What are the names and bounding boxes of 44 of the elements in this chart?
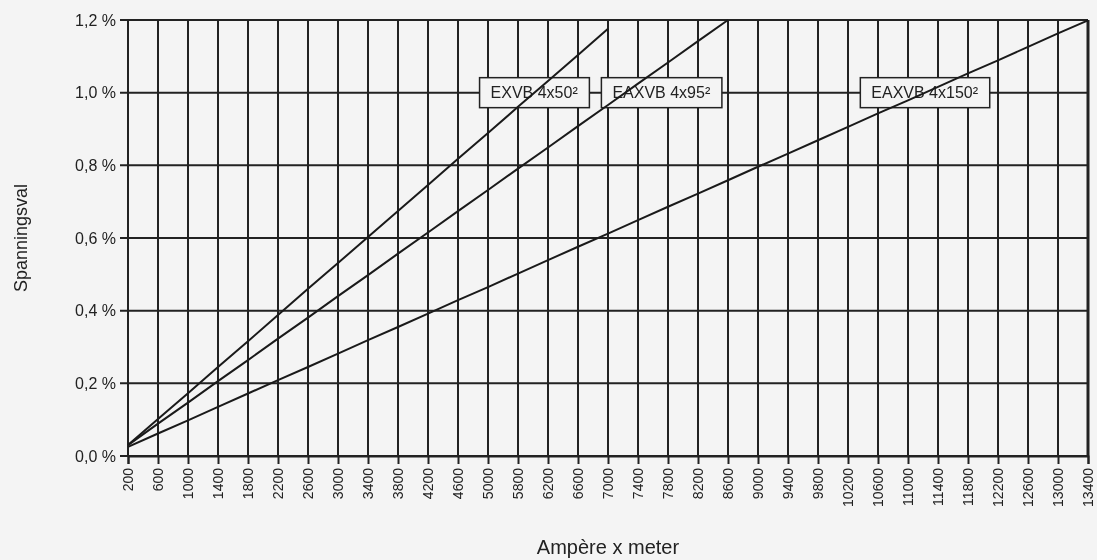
- x-tick-label: 6200: [539, 467, 556, 500]
- series-label: EXVB 4x50²: [490, 84, 579, 102]
- x-tick-label: 3800: [389, 467, 406, 500]
- y-tick-label: 0,4 %: [75, 302, 116, 320]
- x-tick-label: 7000: [599, 467, 616, 500]
- y-axis-title: Spanningsval: [11, 183, 31, 293]
- x-tick-label: 12200: [989, 467, 1006, 507]
- x-tick-label: 5000: [479, 467, 496, 500]
- y-tick-label: 0,6 %: [75, 229, 116, 247]
- x-tick-label: 7800: [659, 467, 676, 500]
- x-tick-label: 12600: [1019, 467, 1036, 507]
- x-tick-label: 11000: [899, 467, 916, 506]
- x-tick-label: 8200: [689, 467, 706, 500]
- x-tick-label: 7400: [629, 467, 646, 500]
- x-axis-title: Ampère x meter: [536, 536, 680, 558]
- x-tick-label: 2600: [299, 467, 316, 500]
- x-tick-label: 1000: [179, 467, 196, 500]
- x-tick-label: 11800: [959, 467, 976, 506]
- x-tick-label: 4200: [419, 467, 436, 500]
- x-tick-label: 1400: [209, 467, 226, 500]
- series-label: EAXVB 4x150²: [871, 84, 979, 102]
- x-tick-label: 3000: [329, 467, 346, 500]
- x-tick-label: 9000: [749, 467, 766, 500]
- x-tick-label: 200: [119, 467, 136, 492]
- y-tick-label: 0,2 %: [75, 374, 116, 392]
- x-tick-label: 11400: [929, 467, 946, 506]
- x-tick-label: 1800: [239, 467, 256, 500]
- x-tick-label: 10200: [839, 467, 856, 507]
- y-tick-label: 0,8 %: [75, 156, 116, 174]
- x-tick-label: 6600: [569, 467, 586, 500]
- x-tick-label: 13000: [1049, 467, 1066, 507]
- x-tick-label: 3400: [359, 467, 376, 500]
- x-tick-label: 9400: [779, 467, 796, 500]
- x-tick-label: 5800: [509, 467, 526, 500]
- x-tick-label: 600: [149, 467, 166, 492]
- y-tick-label: 1,0 %: [75, 84, 116, 102]
- y-tick-label: 1,2 %: [75, 11, 116, 29]
- x-tick-label: 8600: [719, 467, 736, 500]
- x-tick-label: 13400: [1079, 467, 1096, 507]
- x-tick-label: 2200: [269, 467, 286, 500]
- x-tick-label: 10600: [869, 467, 886, 507]
- x-tick-label: 4600: [449, 467, 466, 500]
- y-tick-label: 0,0 %: [75, 447, 116, 465]
- x-tick-label: 9800: [809, 467, 826, 500]
